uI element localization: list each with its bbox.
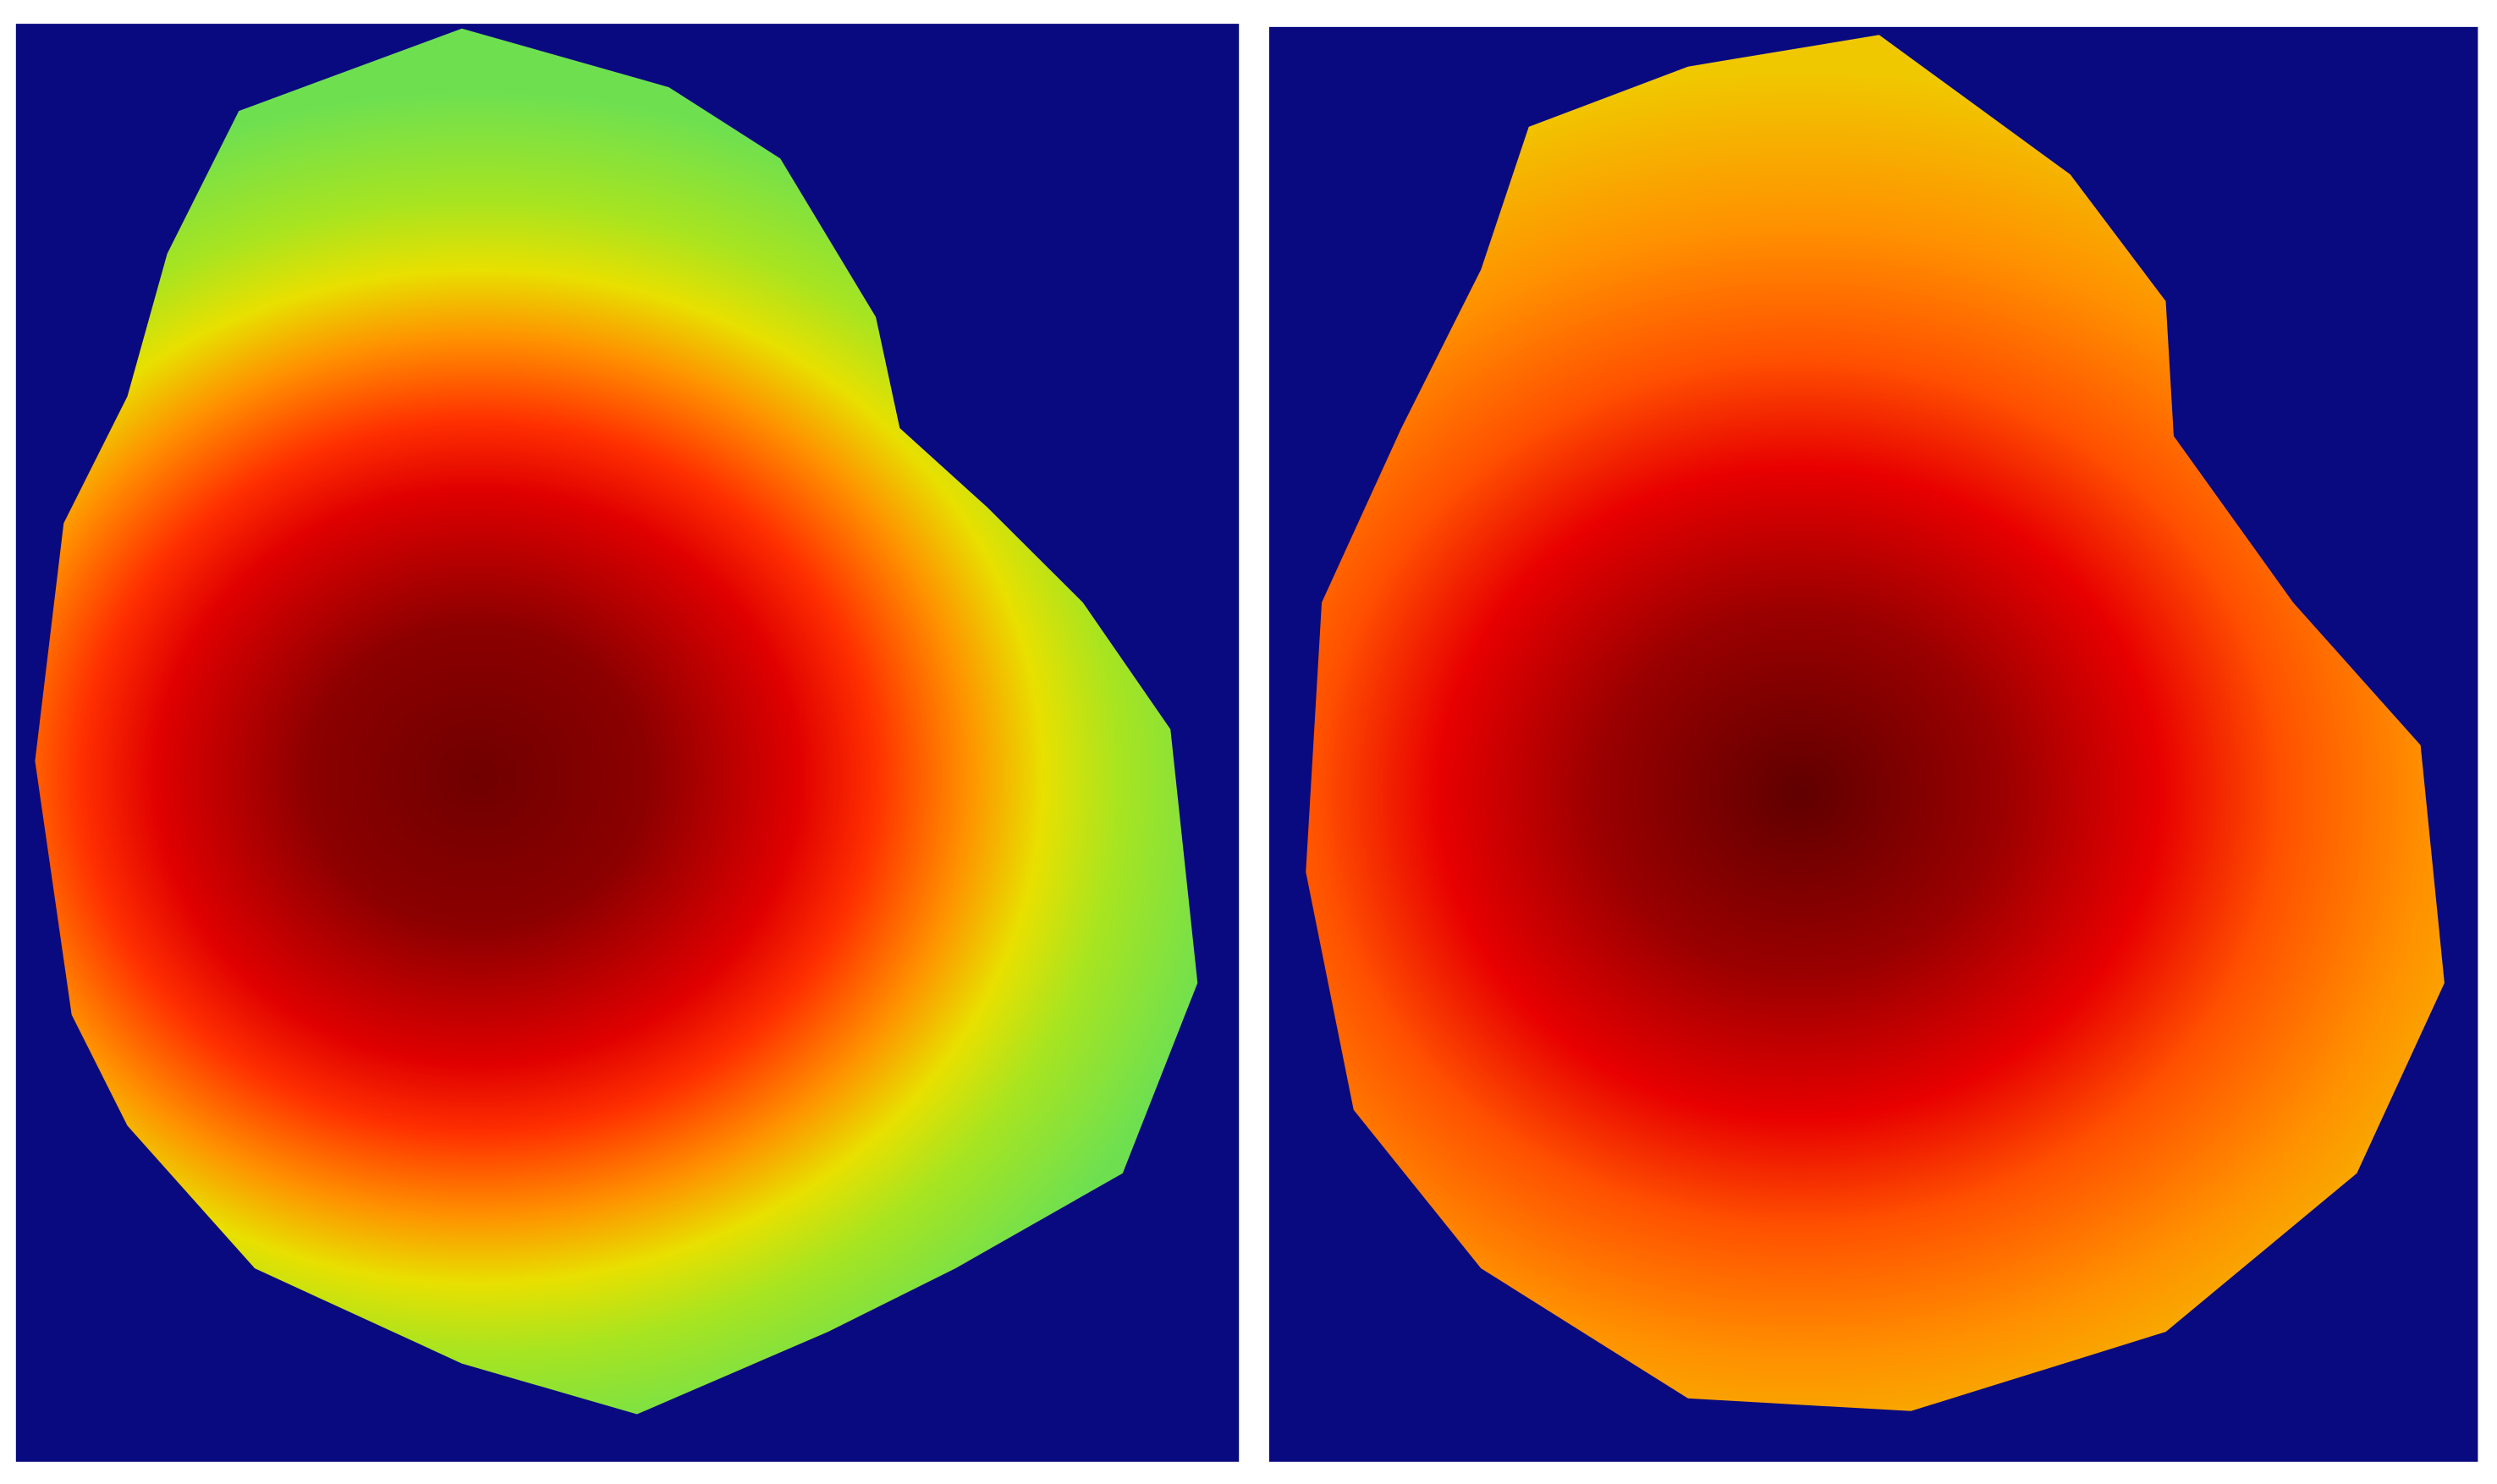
right-heatmap-region: [1306, 35, 2445, 1411]
left-heatmap-region: [35, 28, 1198, 1415]
